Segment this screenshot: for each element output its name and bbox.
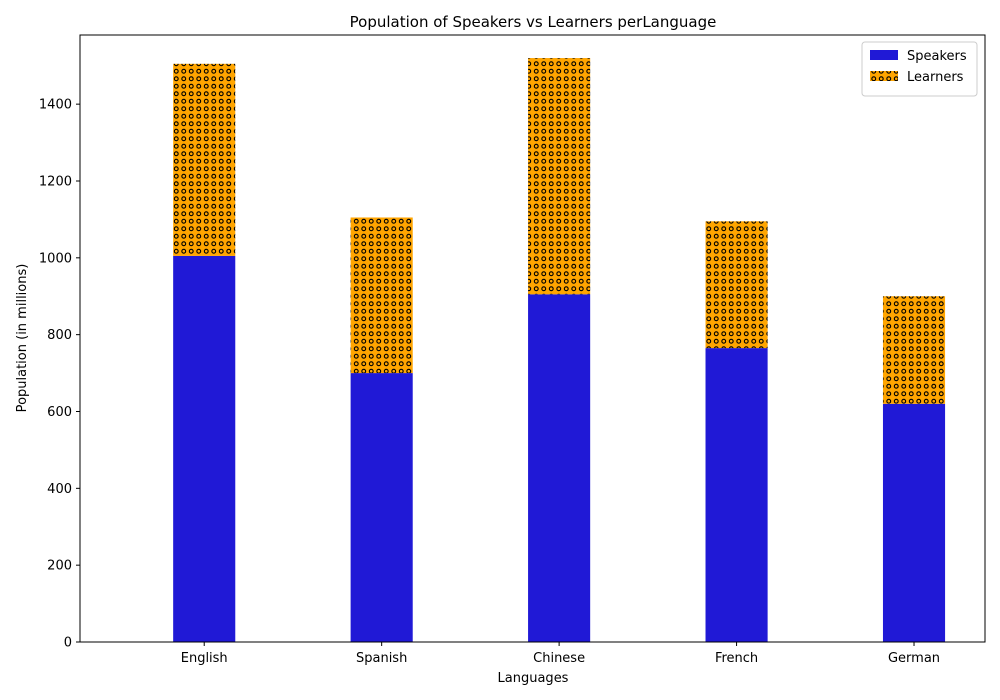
bar-learners-spanish	[350, 217, 413, 374]
y-tick-label: 1200	[39, 174, 72, 189]
legend-swatch-speakers	[870, 50, 898, 60]
y-axis-label: Population (in millions)	[15, 264, 30, 413]
bar-speakers-german	[882, 403, 946, 642]
y-tick-label: 0	[64, 636, 72, 651]
y-tick-label: 200	[47, 559, 72, 574]
y-axis: 0 200 400 600 800 1000 1200 1400	[39, 98, 80, 651]
legend-swatch-learners	[870, 71, 898, 81]
legend-label-speakers: Speakers	[907, 49, 967, 64]
y-tick-label: 1400	[39, 98, 72, 113]
x-axis-label: Languages	[498, 671, 569, 686]
bar-speakers-english	[173, 255, 236, 642]
chart-title: Population of Speakers vs Learners perLa…	[350, 13, 717, 31]
bar-speakers-french	[705, 348, 768, 642]
bar-learners-chinese	[528, 58, 591, 295]
bars-group	[173, 58, 946, 642]
bar-learners-french	[705, 221, 768, 349]
bar-learners-english	[173, 63, 236, 256]
bar-learners-german	[882, 296, 946, 404]
x-tick-label: Chinese	[533, 651, 585, 666]
x-axis: English Spanish Chinese French German	[181, 642, 940, 666]
x-tick-label: French	[715, 651, 758, 666]
x-tick-label: Spanish	[356, 651, 407, 666]
y-tick-label: 600	[47, 405, 72, 420]
bar-speakers-spanish	[350, 373, 413, 642]
bar-speakers-chinese	[528, 294, 591, 642]
y-tick-label: 800	[47, 328, 72, 343]
legend: Speakers Learners	[861, 41, 978, 97]
x-tick-label: English	[181, 651, 228, 666]
y-tick-label: 1000	[39, 251, 72, 266]
legend-label-learners: Learners	[907, 70, 964, 85]
plot-frame	[79, 34, 986, 643]
x-tick-label: German	[888, 651, 940, 666]
y-tick-label: 400	[47, 482, 72, 497]
